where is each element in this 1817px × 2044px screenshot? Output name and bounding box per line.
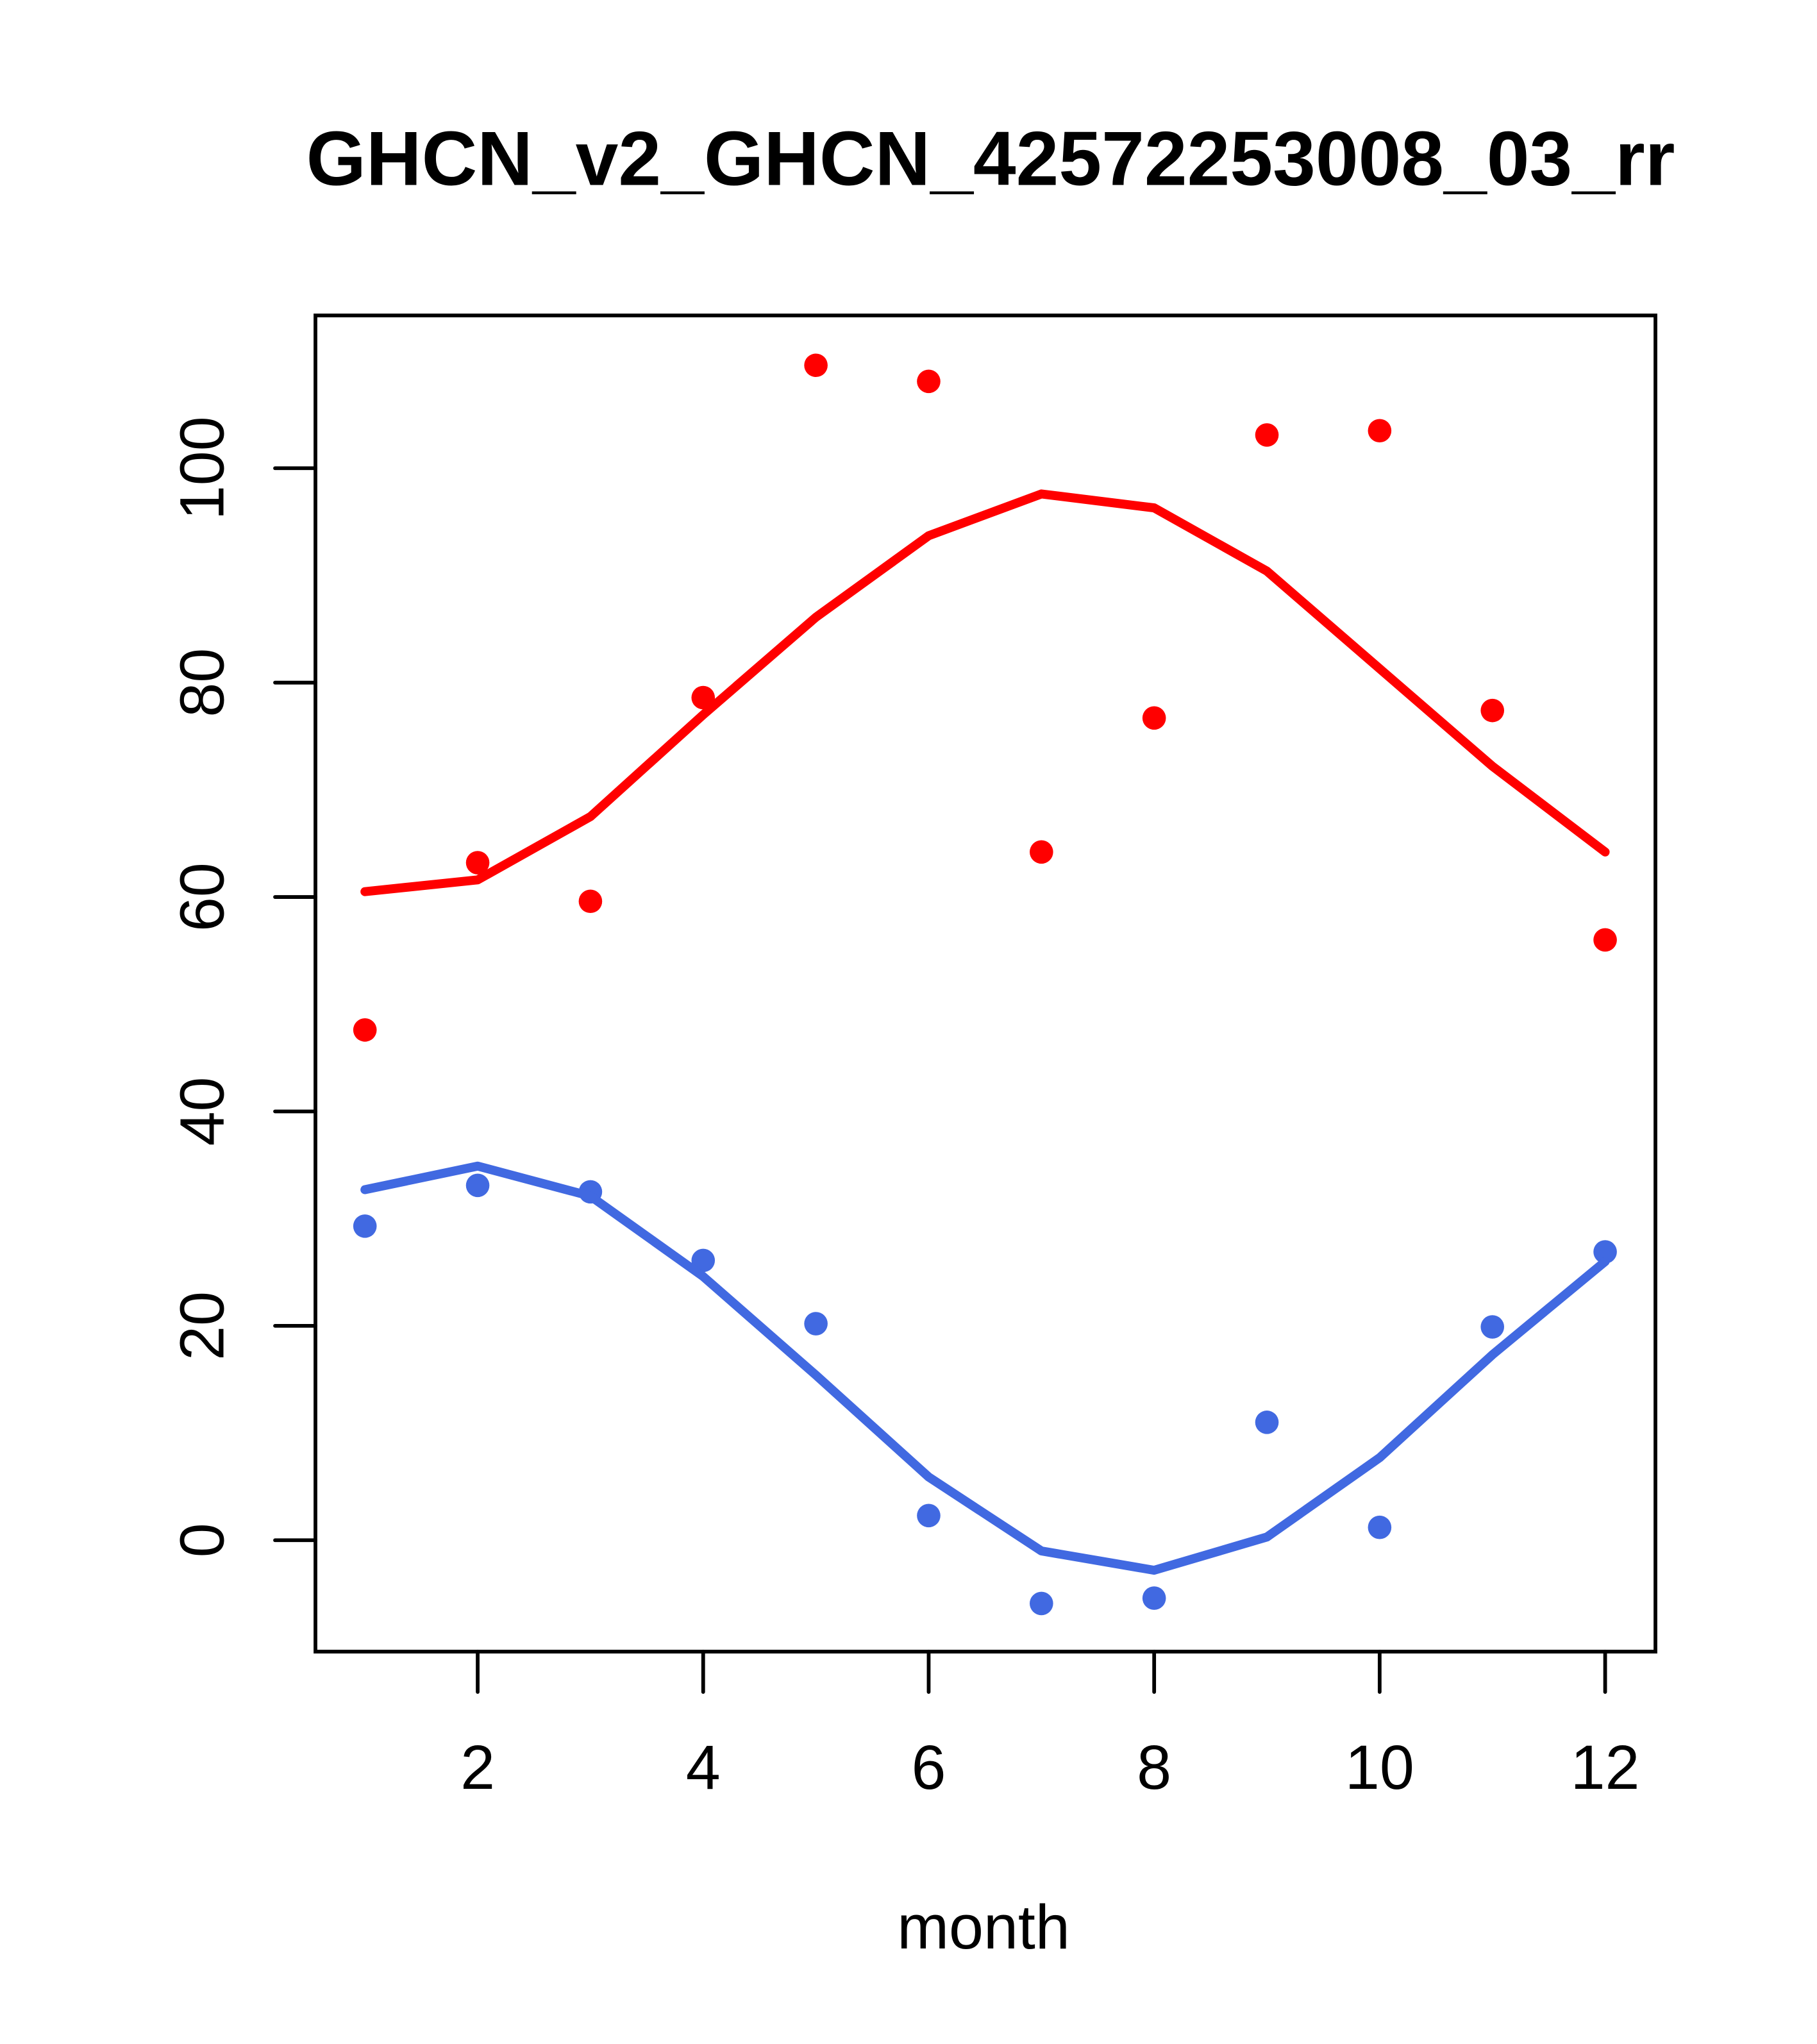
x-axis-ticks <box>476 1650 1607 1694</box>
red-points <box>353 353 1617 1042</box>
blue-points-m9 <box>1255 1411 1279 1434</box>
red-points-m5 <box>804 353 828 378</box>
red-points-m11 <box>1480 698 1505 723</box>
red-points-m3 <box>578 889 603 914</box>
y-tick-label-60: 60 <box>167 862 237 932</box>
blue-points-m10 <box>1368 1515 1392 1539</box>
blue-points-m11 <box>1480 1315 1505 1339</box>
blue-points-m8 <box>1142 1586 1166 1610</box>
blue-points-m12 <box>1593 1240 1617 1264</box>
chart-title: GHCN_v2_GHCN_42572253008_03_rr <box>306 116 1675 202</box>
blue-points-m1 <box>353 1214 377 1238</box>
plot-box <box>314 314 1657 1654</box>
y-tick-label-100: 100 <box>167 416 237 520</box>
x-tick-label-6: 6 <box>911 1732 946 1802</box>
x-tick-label-12: 12 <box>1571 1732 1640 1802</box>
x-tick-label-4: 4 <box>686 1732 721 1802</box>
red-points-m1 <box>353 1018 377 1042</box>
data-series-layer <box>353 353 1617 1616</box>
x-axis-label: month <box>897 1892 1070 1962</box>
blue-points <box>353 1173 1617 1616</box>
y-tick-label-0: 0 <box>167 1523 237 1557</box>
red-points-m2 <box>465 851 490 875</box>
y-tick-label-20: 20 <box>167 1291 237 1361</box>
red-points-m8 <box>1142 706 1166 730</box>
blue-points-m5 <box>804 1312 828 1336</box>
red-points-m6 <box>917 369 941 394</box>
x-tick-label-8: 8 <box>1137 1732 1171 1802</box>
red-points-m10 <box>1368 419 1392 443</box>
red-fit-line <box>360 489 1610 896</box>
y-tick-label-40: 40 <box>167 1077 237 1146</box>
blue-fit-line <box>360 1161 1610 1575</box>
x-tick-label-10: 10 <box>1345 1732 1414 1802</box>
y-axis-ticks <box>273 466 317 1543</box>
blue-points-m6 <box>917 1504 941 1528</box>
x-tick-label-2: 2 <box>460 1732 495 1802</box>
red-points-m9 <box>1255 423 1279 447</box>
blue-points-m7 <box>1030 1591 1053 1616</box>
x-axis-tick-labels: 2 4 6 8 10 12 <box>460 1732 1639 1802</box>
red-points-m12 <box>1593 928 1617 952</box>
red-points-m4 <box>691 685 716 710</box>
red-points-m7 <box>1030 840 1053 864</box>
y-axis-tick-labels: 0 20 40 60 80 100 <box>167 416 237 1557</box>
blue-points-m2 <box>465 1173 490 1198</box>
y-tick-label-80: 80 <box>167 648 237 717</box>
blue-points-m4 <box>691 1248 716 1273</box>
